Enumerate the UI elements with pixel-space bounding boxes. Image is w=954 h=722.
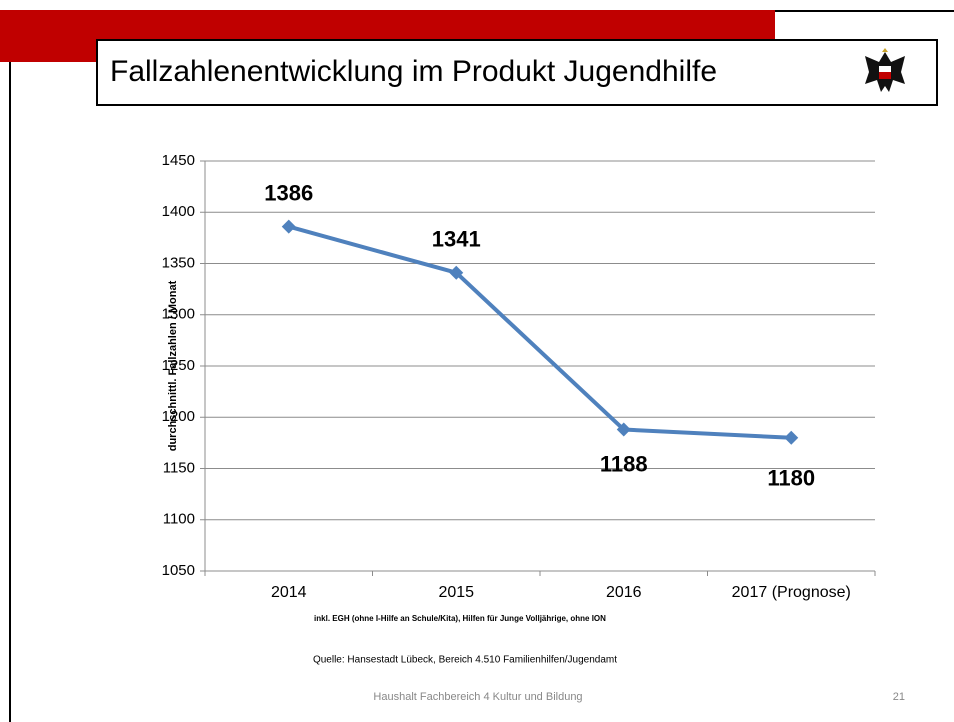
data-label: 1188 (600, 451, 648, 476)
data-marker (449, 265, 464, 280)
slide-title: Fallzahlenentwicklung im Produkt Jugendh… (110, 55, 717, 88)
page-number: 21 (893, 691, 905, 703)
y-tick-label: 1200 (162, 408, 195, 425)
y-tick-label: 1150 (163, 459, 195, 476)
y-tick-label: 1050 (162, 562, 195, 579)
data-label: 1180 (767, 466, 815, 491)
data-label: 1386 (264, 180, 313, 205)
y-tick-label: 1400 (162, 203, 195, 220)
y-axis-label: durchschnittl. Fallzahlen / Monat (167, 280, 179, 451)
coat-of-arms (865, 48, 905, 92)
source: Quelle: Hansestadt Lübeck, Bereich 4.510… (313, 655, 617, 666)
y-tick-label: 1250 (162, 357, 195, 374)
title-box (96, 39, 938, 106)
x-tick-label: 2014 (271, 584, 307, 601)
data-label: 1341 (432, 227, 481, 252)
x-tick-label: 2017 (Prognose) (732, 584, 851, 601)
data-marker (784, 430, 799, 445)
y-tick-label: 1300 (162, 306, 195, 323)
footer: Haushalt Fachbereich 4 Kultur und Bildun… (373, 691, 582, 703)
x-tick-label: 2016 (606, 584, 642, 601)
data-marker (281, 219, 296, 234)
x-tick-label: 2015 (438, 584, 474, 601)
y-tick-label: 1100 (163, 511, 195, 528)
data-line (288, 224, 792, 440)
data-marker (616, 422, 631, 437)
y-tick-label: 1350 (162, 254, 195, 271)
x-note: inkl. EGH (ohne I-Hilfe an Schule/Kita),… (314, 614, 606, 623)
y-tick-label: 1450 (162, 152, 195, 169)
